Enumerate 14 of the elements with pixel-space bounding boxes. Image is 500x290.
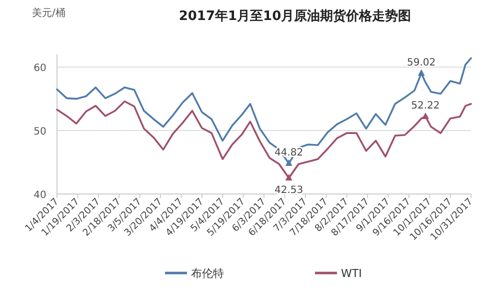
legend-label: 布伦特 xyxy=(191,267,224,280)
y-axis-title: 美元/桶 xyxy=(32,7,66,19)
point xyxy=(422,112,429,119)
annotation: 52.22 xyxy=(411,100,440,112)
y-tick-label: 60 xyxy=(34,63,46,74)
point xyxy=(285,159,292,166)
legend-label: WTI xyxy=(341,267,362,280)
annotation: 59.02 xyxy=(407,57,436,68)
chart-title: 2017年1月至10月原油期货价格走势图 xyxy=(178,8,412,24)
point xyxy=(285,174,292,180)
y-tick-label: 50 xyxy=(34,126,46,138)
y-tick-label: 40 xyxy=(34,190,46,201)
point xyxy=(418,69,425,76)
annotation: 42.53 xyxy=(274,184,304,196)
